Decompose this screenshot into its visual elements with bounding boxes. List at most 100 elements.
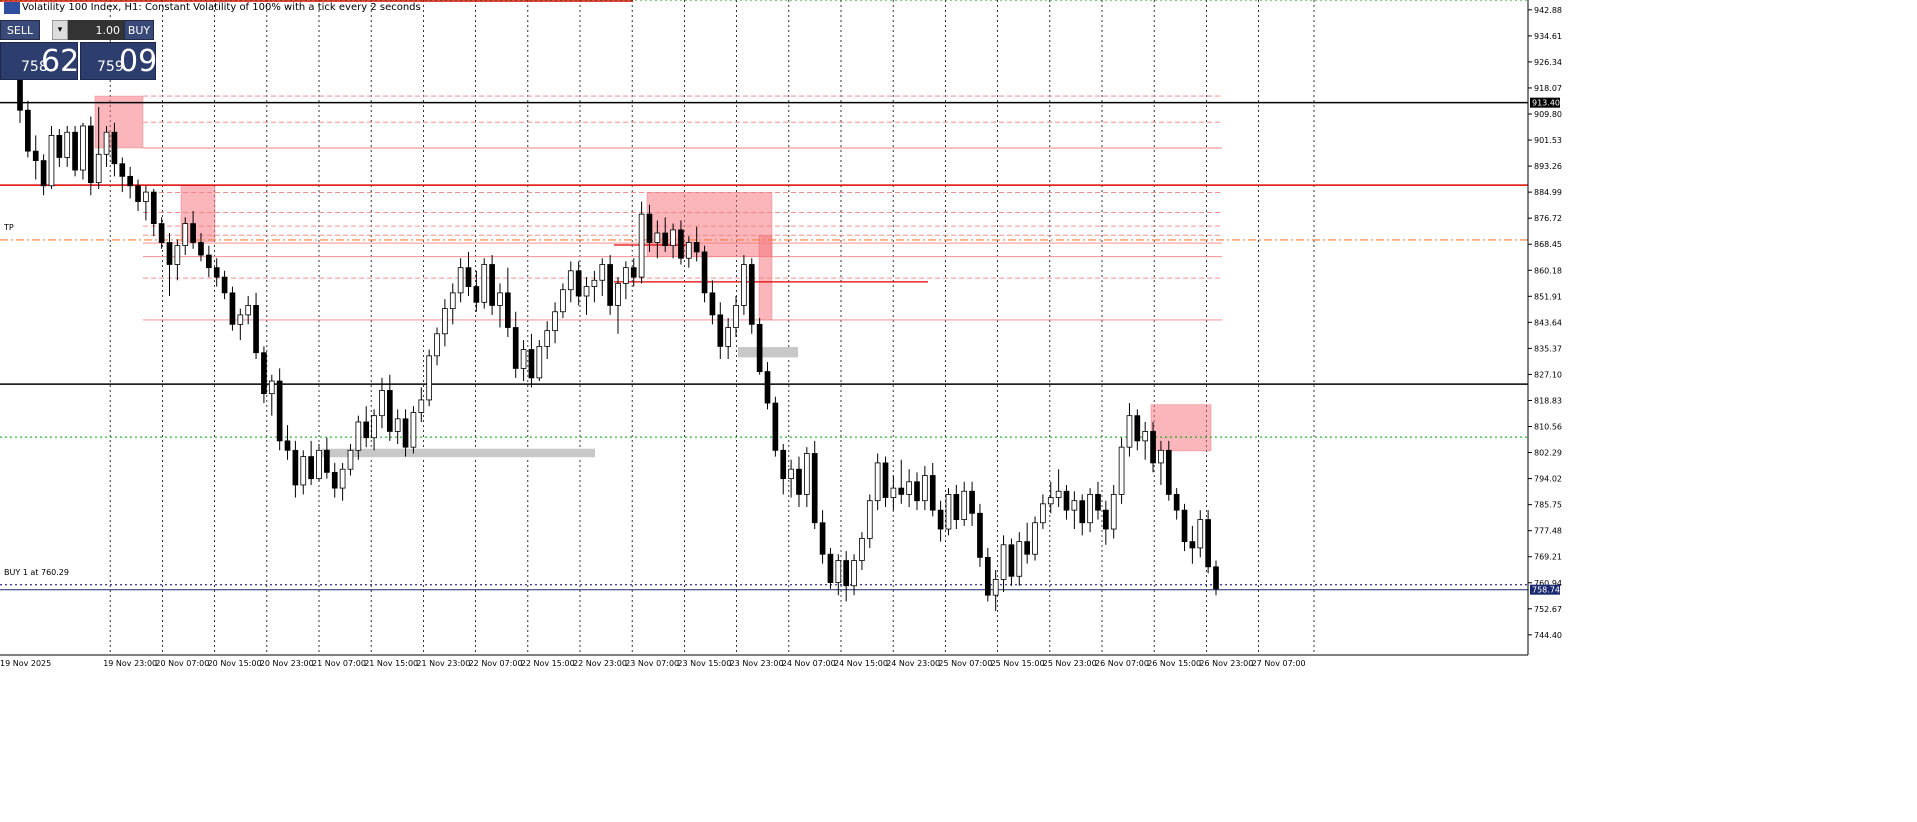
x-tick-label: 20 Nov 07:00 [155, 659, 209, 668]
candle-bull [536, 345, 543, 379]
candle-bear [87, 125, 94, 184]
candle-bull [300, 456, 307, 486]
candle-bull [874, 462, 881, 502]
candle-bull [481, 264, 488, 303]
candle-bear [111, 131, 118, 165]
candle-bear [1173, 493, 1180, 511]
y-tick-label: 769.21 [1534, 553, 1562, 562]
candle-bear [40, 160, 47, 187]
candle-bear [693, 242, 700, 253]
candle-bull [347, 449, 354, 470]
candle-bear [607, 264, 613, 306]
candle-bear [72, 131, 78, 171]
candle-bull [552, 311, 558, 332]
candle-bull [394, 418, 401, 432]
candle-bull [449, 292, 456, 310]
candle-bear [796, 468, 802, 495]
candle-bear [505, 292, 511, 328]
candle-bull [599, 264, 606, 281]
y-tick-label: 744.40 [1534, 631, 1562, 640]
sell-quote[interactable]: 758 62 [0, 42, 80, 80]
candle-bull [1000, 544, 1007, 580]
candle-bear [929, 475, 936, 511]
candle-bear [709, 292, 716, 316]
candle-bull [1016, 541, 1023, 577]
candle-bear [308, 456, 314, 480]
horizontal-levels [0, 0, 1528, 591]
level-price-label: 913.40 [1532, 99, 1560, 108]
candle-bull [80, 125, 86, 171]
volume-dropdown-icon[interactable]: ▾ [52, 20, 68, 40]
candle-bull [1158, 449, 1164, 464]
candle-bull [961, 490, 968, 520]
candle-bear [678, 229, 684, 259]
sell-quote-pips: 62 [41, 44, 80, 79]
candle-bear [1165, 449, 1172, 495]
candle-bull [945, 493, 952, 530]
volume-input[interactable]: 1.00 [68, 20, 124, 40]
y-tick-label: 802.29 [1534, 449, 1562, 458]
supply-zone [94, 95, 144, 149]
candle-bull [418, 399, 425, 413]
candle-bear [1150, 431, 1156, 464]
candle-bull [654, 232, 661, 243]
y-tick-label: 926.34 [1534, 58, 1562, 67]
candle-bear [977, 512, 983, 558]
candle-bull [64, 131, 71, 158]
y-tick-label: 760.94 [1534, 579, 1562, 588]
candle-bull [615, 283, 621, 306]
x-tick-label: 26 Nov 07:00 [1095, 659, 1149, 668]
x-tick-label: 22 Nov 23:00 [573, 659, 627, 668]
x-tick-label: 25 Nov 15:00 [991, 659, 1045, 668]
candle-bear [135, 185, 141, 202]
candle-bear [937, 509, 944, 530]
candle-bear [119, 163, 126, 177]
candle-bull [143, 191, 149, 202]
x-tick-label: 22 Nov 07:00 [469, 659, 523, 668]
candle-bear [25, 109, 31, 152]
candle-bull [237, 314, 244, 325]
tp-label: TP [3, 223, 14, 232]
candle-bear [882, 462, 889, 498]
candle-bear [284, 440, 291, 451]
x-tick-label: 20 Nov 23:00 [260, 659, 314, 668]
candle-bull [866, 500, 873, 539]
x-tick-label: 22 Nov 15:00 [521, 659, 575, 668]
candle-bear [898, 487, 905, 495]
candle-bull [741, 264, 747, 306]
candle-bear [528, 349, 535, 379]
candle-bear [198, 242, 204, 256]
candle-bull [788, 468, 794, 480]
x-tick-label: 23 Nov 07:00 [625, 659, 679, 668]
candle-bull [245, 305, 252, 316]
supply-zone [1150, 404, 1212, 452]
y-tick-label: 934.61 [1534, 32, 1562, 41]
y-tick-label: 884.99 [1534, 188, 1562, 197]
y-tick-label: 810.56 [1534, 423, 1562, 432]
candle-bear [1189, 541, 1196, 549]
buy-button[interactable]: BUY [124, 20, 154, 40]
buy-quote[interactable]: 759 09 [80, 42, 157, 80]
candle-bull [379, 390, 385, 417]
candle-bull [1047, 497, 1054, 505]
y-tick-label: 901.53 [1534, 136, 1562, 145]
candle-bull [544, 330, 551, 347]
candle-bear [1063, 490, 1070, 511]
sell-button[interactable]: SELL [0, 20, 40, 40]
supply-zone [646, 192, 773, 257]
x-tick-label: 21 Nov 23:00 [416, 659, 470, 668]
candle-bear [780, 449, 787, 480]
candle-bear [984, 556, 991, 596]
candle-bear [1024, 541, 1030, 555]
candle-bull [725, 327, 731, 347]
candle-bear [17, 78, 23, 111]
grid [109, 0, 1315, 655]
candle-bear [914, 481, 920, 502]
candle-bull [1110, 493, 1117, 530]
candle-bear [1008, 544, 1015, 577]
y-tick-label: 942.88 [1534, 6, 1562, 15]
candle-bull [95, 153, 102, 184]
